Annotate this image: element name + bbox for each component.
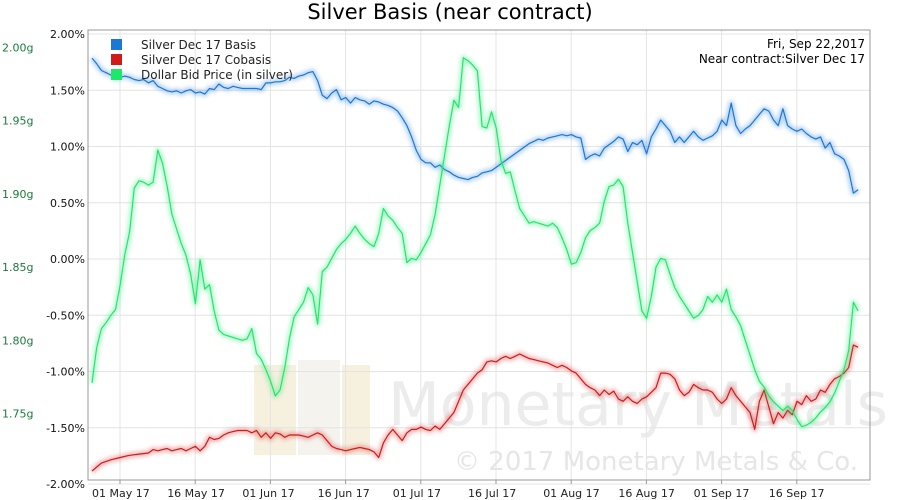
left-tick-label: 0.00% bbox=[50, 253, 85, 266]
x-tick-label: 01 Jun 17 bbox=[242, 487, 294, 500]
right-axis-grams: 2.00g 1.95g 1.90g 1.85g 1.80g 1.75g bbox=[2, 42, 33, 421]
x-tick-label: 16 Jul 17 bbox=[468, 487, 516, 500]
legend-swatch-basis bbox=[111, 39, 122, 50]
contract-annotation: Fri, Sep 22,2017 Near contract:Silver De… bbox=[699, 37, 865, 66]
left-tick-label: -1.00% bbox=[46, 366, 85, 379]
legend-swatch-dollar-bid bbox=[111, 69, 122, 80]
left-tick-label: 1.00% bbox=[50, 141, 85, 154]
series-line-silver-dec-17-cobasis bbox=[91, 344, 859, 472]
legend-label-basis: Silver Dec 17 Basis bbox=[141, 38, 256, 52]
legend: Silver Dec 17 Basis Silver Dec 17 Cobasi… bbox=[111, 38, 293, 82]
x-tick-label: 01 May 17 bbox=[92, 487, 150, 500]
left-tick-label: -0.50% bbox=[46, 309, 85, 322]
watermark-copyright: © 2017 Monetary Metals & Co. bbox=[454, 447, 858, 477]
grid-lines bbox=[88, 30, 870, 485]
plot-area-border bbox=[87, 29, 871, 481]
gram-tick-label: 1.80g bbox=[2, 334, 33, 347]
gram-tick-label: 2.00g bbox=[2, 42, 33, 55]
x-tick-label: 01 Jul 17 bbox=[393, 487, 441, 500]
left-tick-label: 2.00% bbox=[50, 28, 85, 41]
x-tick-label: 16 Aug 17 bbox=[618, 487, 674, 500]
legend-label-cobasis: Silver Dec 17 Cobasis bbox=[141, 53, 271, 67]
annotation-contract: Near contract:Silver Dec 17 bbox=[699, 52, 865, 66]
series-line-dollar-bid-price-in-silver bbox=[91, 57, 859, 428]
x-tick-label: 16 Jun 17 bbox=[318, 487, 370, 500]
x-tick-label: 16 Sep 17 bbox=[769, 487, 825, 500]
series-line-silver-dec-17-basis bbox=[91, 57, 859, 194]
left-tick-label: -2.00% bbox=[46, 478, 85, 491]
left-tick-label: 1.50% bbox=[50, 84, 85, 97]
x-tick-label: 16 May 17 bbox=[167, 487, 225, 500]
left-axis-percent: 2.00% 1.50% 1.00% 0.50% 0.00% -0.50% -1.00% -1.… bbox=[46, 28, 85, 491]
series-layer bbox=[89, 55, 861, 473]
x-axis-dates: 01 May 17 16 May 17 01 Jun 17 16 Jun 17 01 J… bbox=[92, 480, 825, 500]
x-tick-label: 01 Aug 17 bbox=[543, 487, 599, 500]
annotation-date: Fri, Sep 22,2017 bbox=[767, 37, 865, 51]
gram-tick-label: 1.90g bbox=[2, 188, 33, 201]
gram-tick-label: 1.85g bbox=[2, 261, 33, 274]
gram-tick-label: 1.75g bbox=[2, 408, 33, 421]
chart-title: Silver Basis (near contract) bbox=[307, 0, 592, 24]
gram-tick-label: 1.95g bbox=[2, 115, 33, 128]
x-tick-label: 01 Sep 17 bbox=[694, 487, 750, 500]
left-tick-label: 0.50% bbox=[50, 197, 85, 210]
legend-swatch-cobasis bbox=[111, 54, 122, 65]
left-tick-label: -1.50% bbox=[46, 422, 85, 435]
legend-label-dollar-bid: Dollar Bid Price (in silver) bbox=[141, 68, 293, 82]
watermark-logo bbox=[254, 360, 370, 455]
